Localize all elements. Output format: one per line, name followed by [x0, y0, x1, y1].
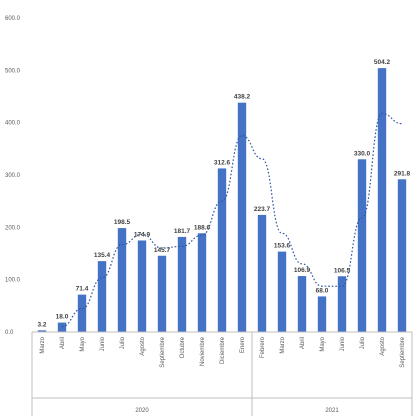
bar [37, 330, 47, 332]
bar [257, 214, 267, 332]
bar [57, 322, 67, 332]
bar [217, 168, 227, 332]
y-tick-label: 0.0 [5, 330, 14, 336]
data-label: 68.0 [316, 287, 329, 294]
y-tick-label: 500.0 [5, 68, 21, 74]
group-label: 2021 [325, 408, 339, 414]
bar [97, 261, 107, 332]
data-label: 153.6 [274, 243, 291, 250]
bar [317, 296, 327, 332]
x-tick-label: Abril [300, 337, 306, 349]
bar [177, 236, 187, 332]
data-label: 3.2 [37, 321, 46, 328]
x-tick-label: Marzo [280, 336, 286, 353]
data-label: 71.4 [76, 286, 89, 293]
data-label: 291.8 [394, 170, 411, 177]
x-tick-label: Septiembre [160, 336, 166, 367]
data-label: 174.9 [134, 231, 151, 238]
data-label: 330.0 [354, 150, 371, 157]
data-label: 312.6 [214, 159, 231, 166]
y-tick-label: 300.0 [5, 173, 21, 179]
y-tick-label: 100.0 [5, 278, 21, 284]
bar [197, 233, 207, 332]
bar [377, 68, 387, 333]
data-label: 181.7 [174, 228, 191, 235]
x-tick-label: Enero [240, 336, 246, 353]
bar [337, 276, 347, 332]
y-tick-label: 200.0 [5, 225, 21, 231]
x-tick-label: Octubre [180, 336, 186, 358]
data-label: 504.2 [374, 59, 391, 66]
x-tick-label: Agosto [140, 336, 146, 355]
y-axis: 0.0 100.0 200.0 300.0 400.0 500.0 600.0 [5, 16, 21, 336]
y-tick-label: 600.0 [5, 16, 21, 22]
x-tick-label: Noviembre [200, 336, 206, 366]
x-tick-label: Julio [360, 336, 366, 349]
data-label: 198.5 [114, 219, 131, 226]
data-label: 18.0 [56, 314, 69, 321]
bar [397, 179, 407, 332]
data-label: 106.9 [294, 267, 311, 274]
x-tick-label: Julio [120, 336, 126, 349]
x-tick-label: Junio [100, 336, 106, 351]
data-label: 135.4 [94, 252, 111, 259]
x-tick-label: Septiembre [400, 336, 406, 367]
bar [297, 276, 307, 332]
bar [117, 228, 127, 332]
bar [77, 294, 87, 332]
group-label: 2020 [135, 408, 149, 414]
data-label: 145.7 [154, 247, 171, 254]
x-tick-label: Agosto [380, 336, 386, 355]
bars [37, 68, 407, 333]
data-label: 106.5 [334, 267, 351, 274]
x-axis: Marzo Abril Mayo Junio Julio Agosto Septiembre… [31, 331, 413, 416]
bar [357, 159, 367, 332]
bar [137, 240, 147, 332]
bar [277, 251, 287, 332]
x-tick-label: Mayo [80, 336, 86, 351]
x-tick-label: Marzo [40, 336, 46, 353]
bar [157, 255, 167, 332]
x-tick-label: Mayo [320, 336, 326, 351]
data-label: 188.6 [194, 224, 211, 231]
data-label: 223.7 [254, 206, 271, 213]
x-tick-label: Diciembre [220, 336, 226, 364]
x-tick-label: Abril [60, 337, 66, 349]
data-label: 438.2 [234, 94, 251, 101]
y-tick-label: 400.0 [5, 121, 21, 127]
x-tick-label: Febrero [260, 336, 266, 358]
x-tick-label: Junio [340, 336, 346, 351]
bar [237, 102, 247, 333]
